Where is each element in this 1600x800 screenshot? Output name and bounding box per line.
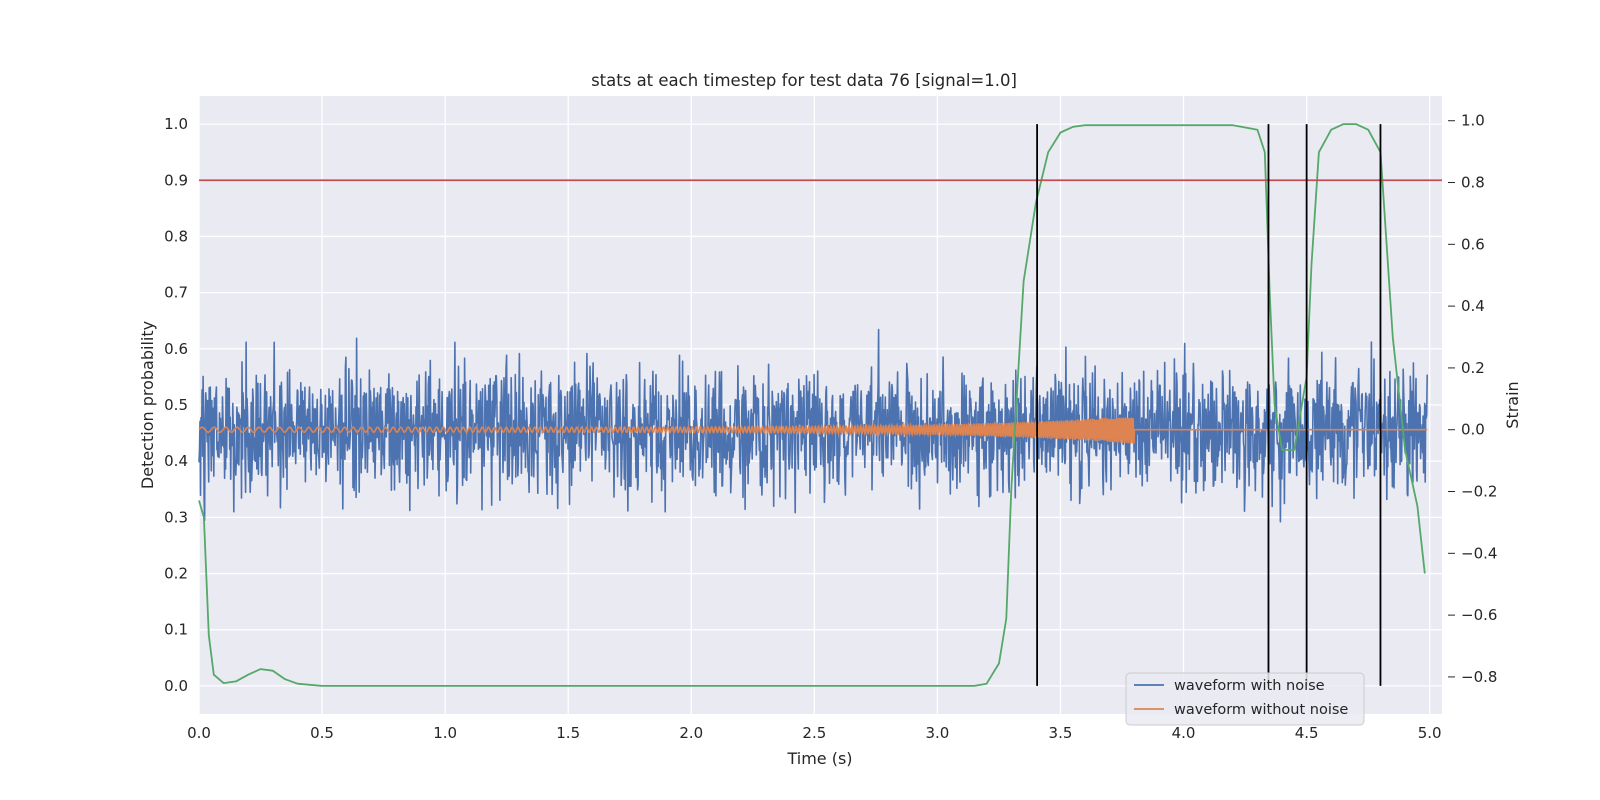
y-tick-label-right: 0.6 — [1461, 235, 1485, 253]
x-tick-label: 0.5 — [310, 724, 334, 742]
y-axis-ticks-left: 0.0 0.1 0.2 0.3 0.4 0.5 0.6 0.7 0.8 0.9 1.0 — [164, 115, 188, 695]
x-axis-ticks: 0.0 0.5 1.0 1.5 2.0 2.5 3.0 3.5 4.0 4.5 5.0 — [187, 724, 1442, 742]
y-tick-label-right: 0.8 — [1461, 174, 1485, 192]
series-detection-probability — [198, 123, 1426, 687]
y-tick-label-right: −0.4 — [1461, 544, 1497, 562]
x-tick-label: 3.5 — [1049, 724, 1073, 742]
chart-title: stats at each timestep for test data 76 … — [591, 71, 1017, 90]
x-tick-label: 2.5 — [802, 724, 826, 742]
y-axis-label-right: Strain — [1503, 381, 1522, 428]
y-tick-label-right: −0.2 — [1461, 483, 1497, 501]
x-tick-label: 3.0 — [925, 724, 949, 742]
y-tick-label-left: 0.9 — [164, 171, 188, 189]
y-tick-label-left: 0.8 — [164, 227, 188, 245]
detection-probability-line — [198, 123, 1426, 687]
y-tick-label-left: 1.0 — [164, 115, 188, 133]
event-markers — [1036, 124, 1382, 686]
y-tick-label-right: −0.6 — [1461, 606, 1497, 624]
y-tick-label-right: 0.0 — [1461, 421, 1485, 439]
y-tick-label-left: 0.4 — [164, 452, 188, 470]
x-tick-label: 1.0 — [433, 724, 457, 742]
x-tick-label: 4.5 — [1295, 724, 1319, 742]
y-axis-ticks-right: −0.8 −0.6 −0.4 −0.2 0.0 0.2 0.4 0.6 0.8 1.0 — [1448, 112, 1497, 686]
x-tick-label: 2.0 — [679, 724, 703, 742]
y-tick-label-left: 0.2 — [164, 565, 188, 583]
y-tick-label-right: −0.8 — [1461, 668, 1497, 686]
y-tick-label-left: 0.7 — [164, 284, 188, 302]
x-tick-label: 5.0 — [1418, 724, 1442, 742]
y-tick-label-left: 0.5 — [164, 396, 188, 414]
waveform-with-noise-line — [198, 328, 1428, 523]
series-waveform-without-noise — [198, 417, 1428, 444]
waveform-without-noise-line — [198, 417, 1428, 444]
legend-box — [1125, 672, 1365, 726]
y-tick-label-right: 1.0 — [1461, 112, 1485, 130]
y-axis-label-left: Detection probability — [138, 321, 157, 489]
legend: waveform with noise waveform without noi… — [1125, 672, 1365, 726]
y-tick-label-right: 0.2 — [1461, 359, 1485, 377]
y-tick-label-left: 0.6 — [164, 340, 188, 358]
x-tick-label: 1.5 — [556, 724, 580, 742]
x-tick-label: 0.0 — [187, 724, 211, 742]
x-axis-label: Time (s) — [786, 749, 852, 768]
x-tick-label: 4.0 — [1172, 724, 1196, 742]
legend-label-noise: waveform with noise — [1174, 678, 1325, 694]
legend-label-clean: waveform without noise — [1174, 702, 1348, 718]
y-tick-label-right: 0.4 — [1461, 297, 1485, 315]
y-tick-label-left: 0.0 — [164, 677, 188, 695]
series-waveform-with-noise — [198, 328, 1428, 523]
y-tick-label-left: 0.1 — [164, 621, 188, 639]
y-tick-label-left: 0.3 — [164, 508, 188, 526]
